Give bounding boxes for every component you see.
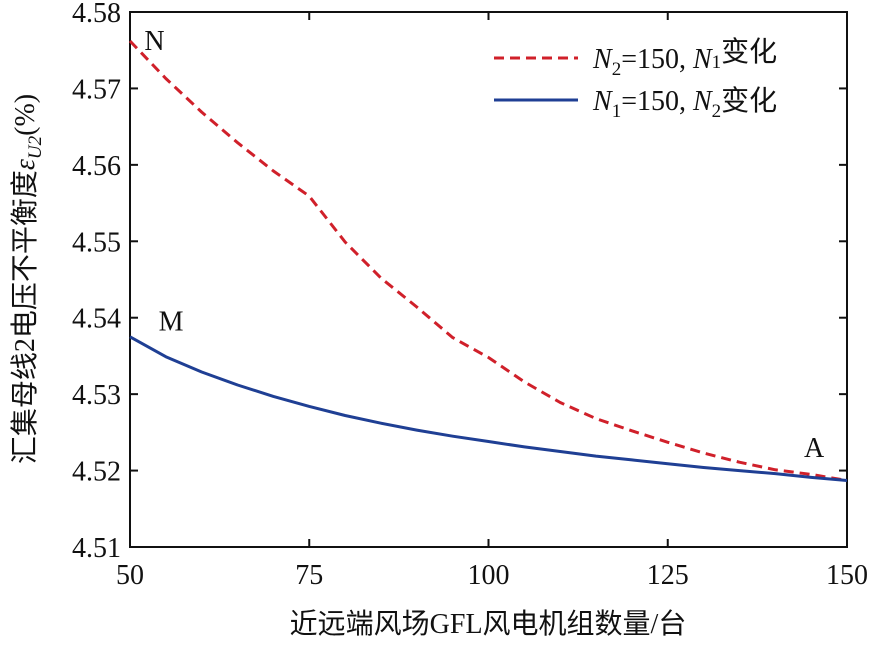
annotation-label: M (159, 307, 184, 338)
y-tick-label: 4.52 (72, 457, 121, 488)
x-tick-label: 150 (826, 560, 868, 591)
y-axis-title: 汇集母线2电压不平衡度εU2(%) (9, 94, 46, 464)
series-line-1 (128, 39, 848, 482)
annotation-label: N (144, 26, 164, 57)
y-tick-label: 4.53 (72, 380, 121, 411)
x-axis-ticks: 50 75 100 125 150 (116, 12, 868, 591)
y-tick-label: 4.51 (72, 533, 121, 564)
y-axis-ticks: 4.51 4.52 4.53 4.54 4.55 4.56 4.57 4.58 (72, 0, 847, 564)
annotations: N M A (144, 26, 825, 464)
y-tick-label: 4.54 (72, 304, 121, 335)
x-axis-title: 近远端风场GFL风电机组数量/台 (290, 608, 687, 640)
legend-label-series-2: N1=150, N2变化 (592, 85, 777, 122)
legend-label-series-1: N2=150, N1变化 (592, 36, 777, 80)
y-tick-label: 4.57 (72, 74, 121, 105)
legend: N2=150, N1变化 N1=150, N2变化 (494, 36, 777, 122)
x-tick-label: 125 (647, 560, 689, 591)
y-tick-label: 4.56 (72, 151, 121, 182)
y-tick-label: 4.58 (72, 0, 121, 29)
x-tick-label: 50 (116, 560, 144, 591)
series-line-2 (129, 335, 848, 482)
annotation-label: A (804, 433, 825, 464)
series-layer (128, 39, 848, 482)
x-tick-label: 75 (295, 560, 323, 591)
x-tick-label: 100 (468, 560, 510, 591)
y-tick-label: 4.55 (72, 227, 121, 258)
